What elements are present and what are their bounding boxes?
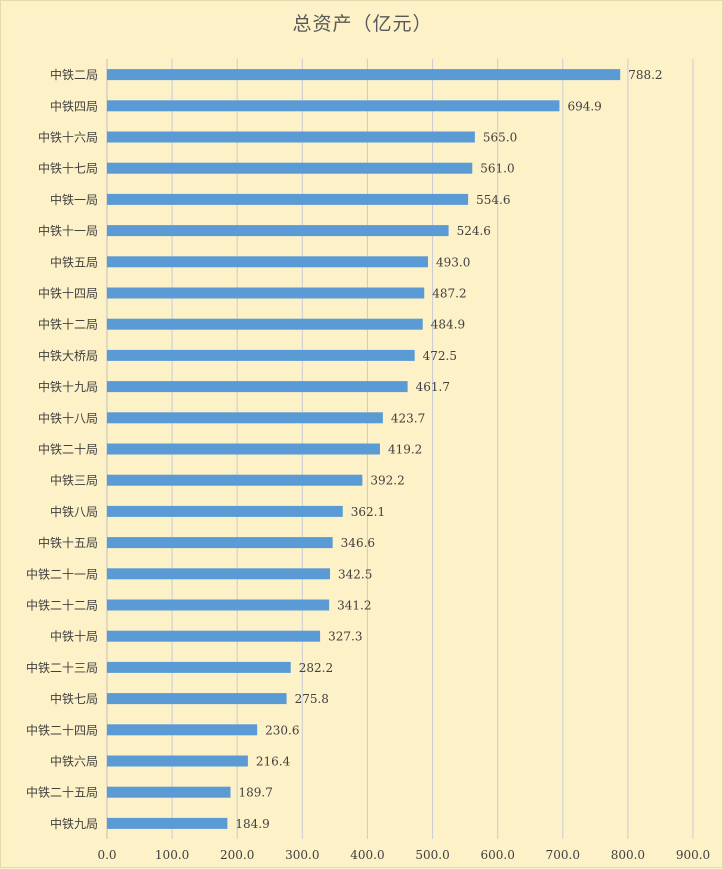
bar bbox=[107, 256, 428, 268]
data-label: 694.9 bbox=[567, 99, 601, 113]
category-label: 中铁十八局 bbox=[38, 410, 98, 425]
data-label: 493.0 bbox=[436, 255, 470, 269]
data-label: 342.5 bbox=[338, 567, 372, 581]
bar bbox=[107, 162, 473, 174]
data-label: 327.3 bbox=[328, 630, 362, 644]
data-label: 554.6 bbox=[476, 193, 510, 207]
data-label: 472.5 bbox=[423, 349, 457, 363]
category-label: 中铁七局 bbox=[50, 691, 98, 706]
bar bbox=[107, 381, 408, 393]
bar bbox=[107, 786, 231, 798]
bar bbox=[107, 474, 363, 486]
bar bbox=[107, 505, 343, 517]
x-tick-label: 200.0 bbox=[220, 848, 254, 862]
bar bbox=[107, 568, 331, 580]
category-label: 中铁十七局 bbox=[38, 161, 98, 176]
data-label: 524.6 bbox=[457, 224, 491, 238]
data-label: 189.7 bbox=[239, 786, 273, 800]
data-label: 230.6 bbox=[265, 723, 299, 737]
category-label: 中铁十五局 bbox=[38, 535, 98, 550]
data-label: 565.0 bbox=[483, 131, 517, 145]
category-label: 中铁十局 bbox=[50, 629, 98, 644]
data-label: 275.8 bbox=[295, 692, 329, 706]
data-label: 282.2 bbox=[299, 661, 333, 675]
data-label: 419.2 bbox=[388, 443, 422, 457]
x-tick-label: 800.0 bbox=[611, 848, 645, 862]
category-label: 中铁二十局 bbox=[38, 442, 98, 457]
bar bbox=[107, 412, 383, 424]
category-label: 中铁大桥局 bbox=[38, 348, 98, 363]
bar bbox=[107, 100, 560, 112]
x-tick-label: 300.0 bbox=[285, 848, 319, 862]
x-tick-label: 600.0 bbox=[480, 848, 514, 862]
x-tick-label: 500.0 bbox=[415, 848, 449, 862]
category-label: 中铁二十三局 bbox=[26, 660, 98, 675]
x-tick-label: 700.0 bbox=[546, 848, 580, 862]
category-label: 中铁十六局 bbox=[38, 130, 98, 145]
data-label: 341.2 bbox=[337, 599, 371, 613]
data-label: 487.2 bbox=[432, 287, 466, 301]
category-label: 中铁十四局 bbox=[38, 286, 98, 301]
bar bbox=[107, 599, 330, 611]
bar bbox=[107, 661, 291, 673]
bar bbox=[107, 69, 621, 81]
category-label: 中铁一局 bbox=[50, 192, 98, 207]
category-label: 中铁十一局 bbox=[38, 223, 98, 238]
data-label: 216.4 bbox=[256, 755, 291, 769]
category-label: 中铁二十四局 bbox=[26, 722, 98, 737]
category-label: 中铁九局 bbox=[50, 816, 98, 831]
category-label: 中铁五局 bbox=[50, 254, 98, 269]
bar bbox=[107, 693, 287, 705]
bar bbox=[107, 318, 423, 330]
data-label: 484.9 bbox=[431, 318, 465, 332]
data-label: 184.9 bbox=[235, 817, 269, 831]
category-label: 中铁二十二局 bbox=[26, 598, 98, 613]
data-label: 788.2 bbox=[628, 68, 662, 82]
category-label: 中铁十二局 bbox=[38, 317, 98, 332]
bar bbox=[107, 817, 228, 829]
category-label: 中铁八局 bbox=[50, 504, 98, 519]
bar bbox=[107, 724, 258, 736]
bar bbox=[107, 131, 475, 143]
bar bbox=[107, 349, 415, 361]
x-tick-label: 900.0 bbox=[676, 848, 710, 862]
data-label: 362.1 bbox=[351, 505, 385, 519]
x-tick-label: 100.0 bbox=[155, 848, 189, 862]
data-label: 392.2 bbox=[370, 474, 404, 488]
category-label: 中铁十九局 bbox=[38, 379, 98, 394]
data-label: 423.7 bbox=[391, 411, 425, 425]
bar bbox=[107, 287, 425, 299]
bar bbox=[107, 193, 469, 205]
bar bbox=[107, 443, 380, 455]
category-label: 中铁二十五局 bbox=[26, 785, 98, 800]
data-label: 346.6 bbox=[341, 536, 375, 550]
bar bbox=[107, 630, 321, 642]
x-tick-label: 400.0 bbox=[350, 848, 384, 862]
category-label: 中铁二十一局 bbox=[26, 566, 98, 581]
data-label: 561.0 bbox=[480, 162, 514, 176]
category-label: 中铁四局 bbox=[50, 98, 98, 113]
chart-title: 总资产（亿元） bbox=[292, 13, 433, 35]
x-tick-label: 0.0 bbox=[97, 848, 116, 862]
bar bbox=[107, 755, 248, 767]
category-label: 中铁六局 bbox=[50, 754, 98, 769]
category-label: 中铁三局 bbox=[50, 473, 98, 488]
category-label: 中铁二局 bbox=[50, 67, 98, 82]
bar bbox=[107, 225, 449, 237]
data-label: 461.7 bbox=[416, 380, 450, 394]
bar bbox=[107, 537, 333, 549]
